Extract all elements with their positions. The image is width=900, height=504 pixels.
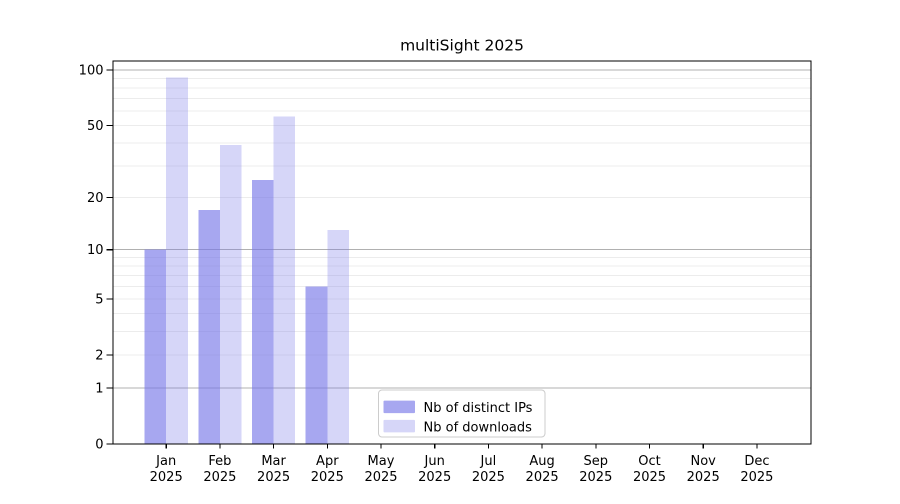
plot-border: [112, 60, 812, 445]
legend: Nb of distinct IPs Nb of downloads: [378, 389, 546, 438]
bar-distinct-ips-feb: [198, 209, 220, 444]
bar-distinct-ips-jan: [144, 249, 167, 444]
bar-downloads-mar: [273, 116, 296, 445]
x-tick-label-month-mar: Mar: [261, 454, 286, 469]
x-tick-label-month-jan: Jan: [155, 454, 176, 469]
x-tick-label-year-jan: 2025: [150, 470, 183, 485]
x-tick-label-month-apr: Apr: [316, 454, 339, 469]
x-tick-label-month-feb: Feb: [208, 454, 231, 469]
gridlines-major: [113, 69, 811, 389]
x-tick-label-year-dec: 2025: [740, 470, 773, 485]
y-tick-label-5: 5: [95, 292, 103, 307]
x-tick-label-month-nov: Nov: [691, 454, 717, 469]
bar-downloads-apr: [327, 230, 349, 444]
bars: [144, 77, 349, 445]
x-tick-label-month-dec: Dec: [744, 454, 769, 469]
legend-frame: [378, 389, 546, 438]
y-tick-label-100: 100: [79, 64, 104, 79]
x-tick-label-year-aug: 2025: [526, 470, 559, 485]
x-tick-label-month-jul: Jul: [480, 454, 497, 469]
x-tick-label-month-aug: Aug: [529, 454, 554, 469]
x-tick-label-year-feb: 2025: [203, 470, 236, 485]
x-tick-label-month-oct: Oct: [638, 454, 660, 469]
x-tick-label-month-jun: Jun: [424, 454, 445, 469]
x-tick-label-year-nov: 2025: [687, 470, 720, 485]
x-tick-label-year-jul: 2025: [472, 470, 505, 485]
x-tick-label-year-mar: 2025: [257, 470, 290, 485]
x-tick-label-year-oct: 2025: [633, 470, 666, 485]
x-tick-label-month-sep: Sep: [584, 454, 609, 469]
y-tick-label-0: 0: [95, 438, 103, 453]
x-tick-label-year-sep: 2025: [579, 470, 612, 485]
y-tick-label-2: 2: [95, 348, 103, 363]
legend-label-downloads: Nb of downloads: [424, 420, 533, 435]
bar-downloads-jan: [166, 77, 188, 444]
x-tick-label-month-may: May: [368, 454, 395, 469]
bar-downloads-feb: [219, 145, 242, 445]
x-tick-label-year-apr: 2025: [311, 470, 344, 485]
gridlines-minor: [113, 78, 811, 356]
y-tick-label-20: 20: [87, 191, 104, 206]
x-tick-label-year-jun: 2025: [418, 470, 451, 485]
x-axis: Jan2025Feb2025Mar2025Apr2025May2025Jun20…: [150, 444, 773, 485]
bar-distinct-ips-mar: [252, 180, 274, 444]
legend-swatch-downloads: [383, 419, 415, 433]
legend-swatch-distinct-ips: [383, 400, 415, 414]
chart-title: multiSight 2025: [400, 37, 524, 55]
y-tick-label-10: 10: [87, 243, 104, 258]
y-axis: 0 1 2 5 10 20 50 100: [79, 64, 113, 453]
y-tick-label-1: 1: [95, 381, 103, 396]
y-tick-label-50: 50: [87, 119, 104, 134]
bar-distinct-ips-apr: [305, 286, 328, 444]
legend-label-distinct-ips: Nb of distinct IPs: [424, 401, 533, 416]
x-tick-label-year-may: 2025: [364, 470, 397, 485]
